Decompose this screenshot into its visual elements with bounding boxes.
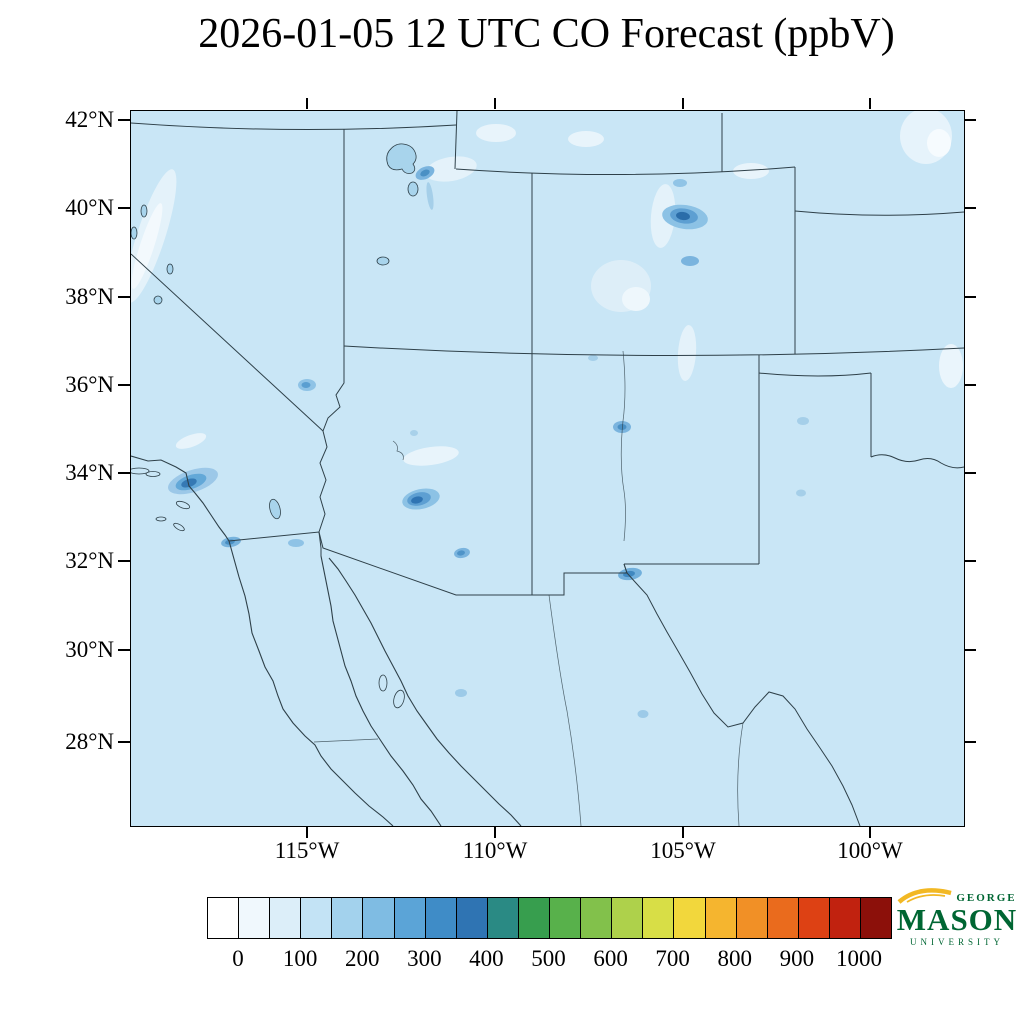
colorbar-cell-2	[270, 898, 302, 938]
colorbar-cell-16	[705, 898, 737, 938]
axis-tick	[682, 98, 684, 109]
co-hotspots	[168, 166, 809, 718]
colorbar-cell-3	[301, 898, 333, 938]
colorbar-tick-label: 1000	[835, 946, 882, 971]
axis-tick	[118, 649, 130, 651]
colorbar-tick-label: 200	[344, 946, 380, 971]
colorbar-cell-5	[363, 898, 395, 938]
coastlines	[131, 455, 522, 826]
colorbar-cell-8	[456, 898, 488, 938]
colorbar-labels: 0 100 200 300 400 500 600 700 800 900 1000	[207, 946, 890, 976]
colorbar-cell-18	[767, 898, 799, 938]
axis-tick	[964, 119, 976, 121]
axis-tick	[869, 827, 871, 838]
colorbar-cell-20	[829, 898, 861, 938]
colorbar-tick-label: 500	[531, 946, 566, 971]
colorbar-tick-label: 0	[232, 946, 244, 971]
axis-tick	[869, 98, 871, 109]
axis-tick	[964, 560, 976, 562]
lon-tick-label: 100°W	[837, 838, 903, 863]
lat-tick-label: 28°N	[65, 729, 114, 754]
axis-tick	[118, 119, 130, 121]
axis-tick	[964, 296, 976, 298]
low-co-patches	[131, 111, 963, 466]
axis-tick	[964, 472, 976, 474]
lat-tick-label: 36°N	[65, 372, 114, 397]
forecast-map	[131, 111, 964, 826]
lakes	[131, 143, 419, 520]
colorbar-cell-11	[550, 898, 582, 938]
lon-tick-label: 110°W	[462, 838, 528, 863]
axis-tick	[118, 741, 130, 743]
lon-tick-label: 105°W	[650, 838, 716, 863]
colorbar-tick-label: 800	[717, 946, 753, 971]
axis-tick	[118, 384, 130, 386]
axis-tick	[964, 384, 976, 386]
axis-tick	[494, 827, 496, 838]
university-logo: GEORGE MASON UNIVERSITY	[893, 884, 1021, 947]
colorbar-cell-9	[487, 898, 519, 938]
rivers	[392, 350, 626, 542]
colorbar-cell-0	[208, 898, 240, 938]
great-salt-lake	[386, 143, 417, 174]
lat-tick-label: 32°N	[65, 548, 114, 573]
axis-tick	[964, 207, 976, 209]
axis-tick	[118, 560, 130, 562]
axis-tick	[682, 827, 684, 838]
colorbar-tick-label: 300	[407, 946, 442, 971]
axis-tick	[306, 827, 308, 838]
page-title: 2026-01-05 12 UTC CO Forecast (ppbV)	[198, 11, 895, 57]
axis-tick	[964, 649, 976, 651]
colorbar-tick-label: 600	[593, 946, 628, 971]
colorbar-cell-17	[736, 898, 768, 938]
logo-university-text: UNIVERSITY	[910, 937, 1004, 947]
colorbar-cell-7	[425, 898, 457, 938]
lat-tick-label: 38°N	[65, 284, 114, 309]
lon-tick-label: 115°W	[274, 838, 340, 863]
lat-tick-label: 34°N	[65, 460, 114, 485]
logo-mason-text: MASON	[896, 902, 1018, 937]
lat-tick-label: 40°N	[65, 195, 114, 220]
map-canvas	[130, 110, 965, 827]
logo-george-text: GEORGE	[956, 892, 1017, 904]
colorbar-tick-label: 900	[779, 946, 815, 971]
colorbar-cell-4	[332, 898, 364, 938]
colorbar-cell-10	[518, 898, 551, 938]
colorbar-cell-12	[581, 898, 613, 938]
axis-tick	[306, 98, 308, 109]
colorbar-tick-label: 400	[469, 946, 504, 971]
colorbar-tick-label: 700	[655, 946, 690, 971]
axis-tick	[118, 472, 130, 474]
colorbar	[207, 897, 892, 939]
axis-tick	[494, 98, 496, 109]
colorbar-cell-15	[674, 898, 706, 938]
colorbar-cell-13	[612, 898, 644, 938]
logo-swoosh-icon	[897, 888, 952, 904]
state-borders	[131, 111, 964, 826]
axis-tick	[118, 296, 130, 298]
lat-tick-label: 42°N	[65, 107, 114, 132]
colorbar-cell-14	[643, 898, 675, 938]
axis-tick	[118, 207, 130, 209]
colorbar-cell-6	[394, 898, 426, 938]
map-background	[131, 111, 964, 826]
colorbar-cell-21	[860, 898, 892, 938]
axis-tick	[964, 741, 976, 743]
colorbar-cell-1	[239, 898, 271, 938]
lat-tick-label: 30°N	[65, 637, 114, 662]
colorbar-cell-19	[798, 898, 830, 938]
colorbar-tick-label: 100	[282, 946, 318, 971]
